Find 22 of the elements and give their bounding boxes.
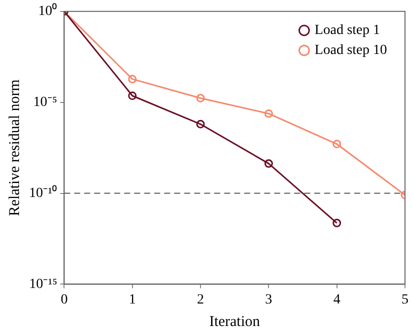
x-tick-label: 4: [333, 292, 340, 308]
x-tick-label: 3: [265, 292, 272, 308]
point: [128, 74, 137, 84]
point: [264, 159, 273, 168]
y-tick-label: 10⁻⁵: [33, 95, 58, 110]
point: [196, 94, 205, 102]
x-tick-label: 1: [128, 292, 136, 308]
legend-label: Load step 1: [314, 23, 380, 38]
x-axis-title: Iteration: [209, 314, 260, 330]
x-tick-label: 5: [402, 292, 408, 308]
x-tick-label: 2: [197, 292, 204, 308]
point: [196, 120, 205, 128]
y-axis-title: Relative residual norm: [6, 79, 23, 216]
point: [264, 109, 273, 118]
y-tick-label: 10⁰: [38, 3, 58, 20]
y-tick-label: 10⁻¹⁵: [29, 276, 58, 292]
y-tick-label: 10⁻¹⁰: [28, 184, 58, 201]
point: [332, 218, 342, 228]
point: [128, 92, 137, 100]
legend-label: Load step 10: [314, 43, 388, 58]
x-tick-label: 0: [60, 292, 68, 308]
point: [332, 140, 342, 148]
